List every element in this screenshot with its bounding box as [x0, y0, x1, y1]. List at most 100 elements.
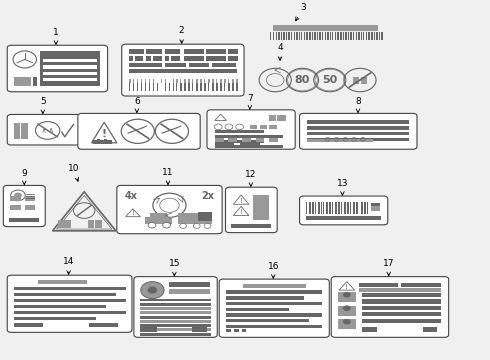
Bar — [140, 316, 211, 319]
Bar — [196, 79, 198, 82]
Bar — [353, 77, 359, 84]
Bar — [234, 329, 239, 332]
Text: !: ! — [240, 209, 243, 215]
FancyBboxPatch shape — [134, 276, 217, 337]
Bar — [338, 292, 356, 302]
Bar — [306, 216, 381, 220]
Bar — [253, 206, 270, 220]
Bar — [226, 291, 322, 294]
Bar — [88, 220, 102, 228]
Bar — [140, 324, 211, 327]
Bar — [140, 299, 211, 301]
Bar — [140, 325, 157, 332]
Bar — [236, 79, 238, 82]
FancyBboxPatch shape — [117, 185, 222, 234]
Bar — [141, 79, 143, 82]
Bar — [347, 202, 349, 214]
Bar — [145, 79, 146, 82]
Bar — [104, 139, 107, 141]
Text: 9: 9 — [22, 168, 27, 185]
Bar — [243, 284, 306, 288]
Bar — [250, 125, 257, 129]
Bar — [401, 283, 441, 287]
Bar — [324, 32, 326, 40]
Bar — [309, 32, 311, 40]
Text: 80: 80 — [295, 75, 310, 85]
Text: 17: 17 — [383, 260, 394, 276]
Bar — [217, 83, 219, 91]
Bar — [217, 79, 218, 82]
Bar — [135, 56, 143, 60]
Bar — [140, 320, 211, 323]
Bar — [145, 83, 146, 91]
Bar — [176, 83, 177, 91]
Bar — [323, 202, 324, 214]
Bar — [312, 32, 313, 40]
Bar — [283, 32, 285, 40]
Bar — [146, 49, 162, 54]
Bar — [338, 32, 339, 40]
Bar — [128, 56, 133, 60]
Bar — [304, 32, 305, 40]
Bar — [381, 32, 383, 40]
Bar — [360, 288, 441, 292]
Text: 6: 6 — [134, 96, 140, 113]
Bar — [278, 32, 279, 40]
Bar — [172, 83, 174, 91]
Bar — [242, 138, 251, 142]
Bar — [356, 32, 357, 40]
Bar — [206, 49, 225, 54]
Text: !: ! — [345, 284, 348, 290]
FancyBboxPatch shape — [78, 113, 200, 149]
Bar — [226, 307, 289, 311]
Bar — [281, 32, 282, 40]
Bar — [169, 83, 171, 91]
Bar — [193, 79, 194, 82]
Text: 15: 15 — [169, 260, 180, 276]
Bar — [242, 329, 246, 332]
Bar — [228, 79, 229, 82]
Circle shape — [163, 222, 171, 228]
Bar — [200, 79, 202, 82]
Bar — [165, 79, 167, 82]
FancyBboxPatch shape — [7, 45, 108, 92]
Bar — [332, 32, 333, 40]
FancyBboxPatch shape — [122, 44, 244, 96]
Bar — [215, 140, 264, 143]
Text: 1: 1 — [53, 28, 59, 44]
Text: 2x: 2x — [201, 191, 214, 201]
Text: !: ! — [101, 129, 107, 139]
Bar — [58, 220, 71, 228]
Bar — [140, 328, 211, 331]
Bar — [38, 280, 87, 284]
Bar — [315, 202, 316, 214]
FancyBboxPatch shape — [299, 196, 388, 225]
Bar — [212, 63, 236, 67]
Bar — [200, 83, 202, 91]
Bar — [176, 79, 178, 82]
Bar — [275, 32, 277, 40]
Circle shape — [147, 287, 157, 294]
Bar — [204, 83, 206, 91]
Bar — [362, 306, 441, 310]
Bar — [89, 323, 118, 327]
Bar — [276, 115, 277, 121]
Bar — [330, 32, 331, 40]
Bar — [204, 79, 205, 82]
Bar — [322, 32, 323, 40]
Bar — [301, 32, 302, 40]
Bar — [213, 79, 215, 82]
Bar — [329, 202, 331, 214]
Bar — [14, 323, 43, 327]
Text: 4x: 4x — [125, 191, 138, 201]
Bar — [307, 121, 409, 124]
Bar — [220, 79, 222, 82]
Bar — [178, 213, 198, 218]
Bar — [43, 78, 98, 81]
Bar — [326, 202, 328, 214]
Bar — [198, 212, 212, 221]
Bar — [170, 282, 210, 287]
Bar — [256, 138, 265, 142]
Bar — [165, 83, 167, 91]
Text: 14: 14 — [63, 257, 74, 274]
